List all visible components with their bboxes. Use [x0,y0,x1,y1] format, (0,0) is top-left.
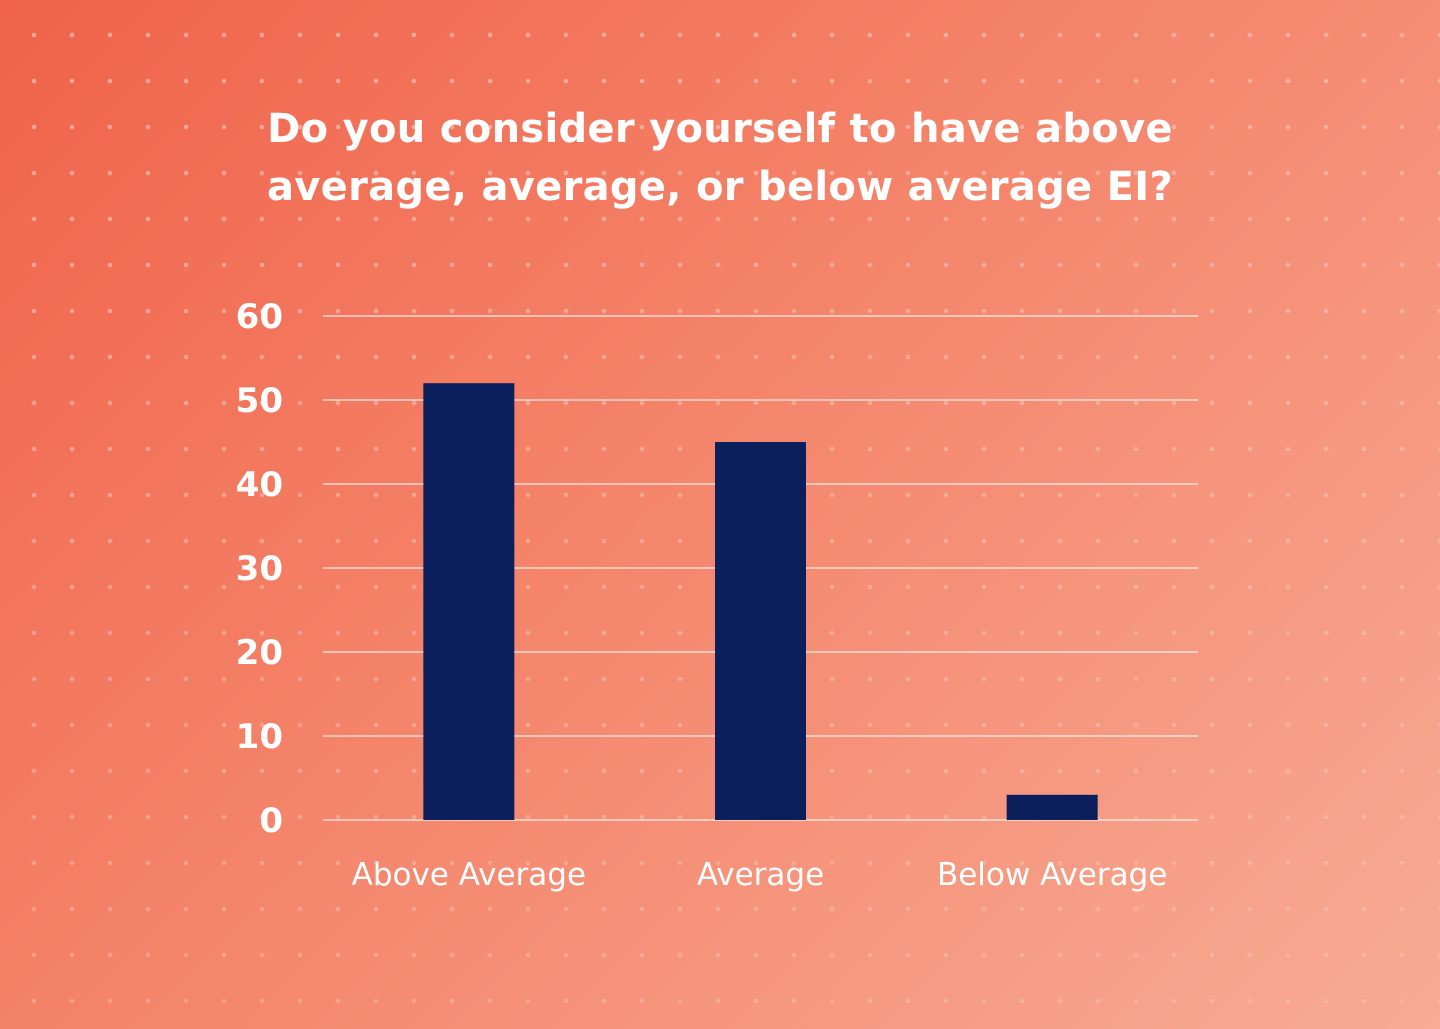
y-tick-label: 10 [236,717,283,757]
y-tick-label: 40 [236,465,283,505]
y-tick-label: 50 [236,381,283,421]
y-tick-label: 30 [236,549,283,589]
x-axis-labels: Above Average Average Below Average [352,857,1168,893]
y-tick-label: 0 [259,801,283,841]
x-category-label: Below Average [937,857,1167,893]
y-tick-label: 60 [236,297,283,337]
x-category-label: Average [697,857,824,893]
bar-below-average [1006,794,1098,820]
bar-average [715,442,806,820]
bars [423,383,1098,820]
x-category-label: Above Average [352,857,586,893]
y-axis-ticks: 0 10 20 30 40 50 60 [236,297,283,841]
bar-above-average [423,383,515,820]
y-tick-label: 20 [236,633,283,673]
chart-title: Do you consider yourself to have above a… [267,106,1173,210]
